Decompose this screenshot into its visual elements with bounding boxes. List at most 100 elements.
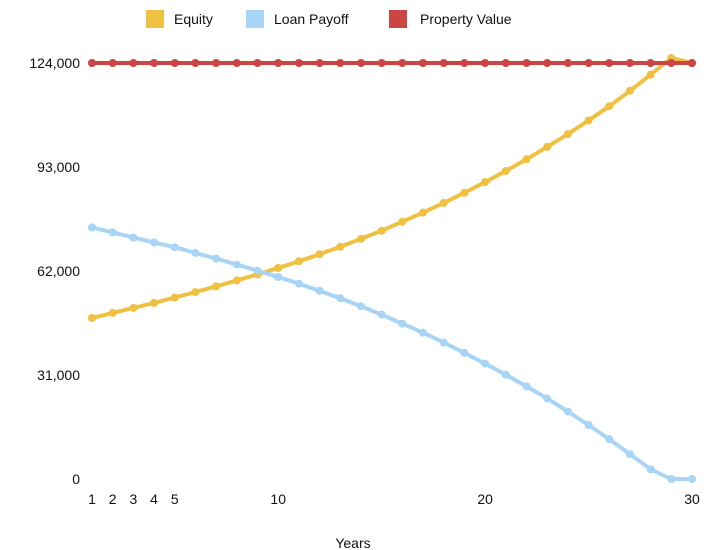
data-point-loan-payoff[interactable] — [667, 475, 676, 483]
y-axis-ticks: 0 31,000 62,000 93,000 124,000 — [29, 55, 80, 487]
data-point-property-value[interactable] — [108, 59, 117, 67]
data-point-loan-payoff[interactable] — [688, 475, 696, 483]
data-point-property-value[interactable] — [170, 59, 179, 67]
data-point-loan-payoff[interactable] — [646, 465, 655, 474]
legend-swatch-equity — [146, 10, 164, 28]
data-point-property-value[interactable] — [460, 59, 469, 67]
data-point-equity[interactable] — [212, 282, 221, 291]
y-tick-label: 93,000 — [37, 159, 80, 175]
chart-legend: Equity Loan Payoff Property Value — [146, 10, 512, 28]
data-point-loan-payoff[interactable] — [501, 370, 510, 379]
data-point-equity[interactable] — [460, 188, 469, 197]
data-point-equity[interactable] — [294, 257, 303, 266]
data-point-equity[interactable] — [377, 226, 386, 235]
data-point-loan-payoff[interactable] — [88, 223, 96, 232]
data-point-property-value[interactable] — [129, 59, 138, 67]
data-point-equity[interactable] — [398, 217, 407, 226]
data-point-equity[interactable] — [357, 234, 365, 243]
data-point-equity[interactable] — [501, 167, 510, 175]
y-tick-label: 0 — [72, 471, 80, 487]
data-point-property-value[interactable] — [377, 59, 386, 67]
data-point-loan-payoff[interactable] — [315, 286, 324, 295]
y-tick-label: 62,000 — [37, 263, 80, 279]
data-point-equity[interactable] — [605, 102, 614, 111]
data-point-property-value[interactable] — [357, 59, 365, 67]
data-point-property-value[interactable] — [688, 59, 696, 67]
data-point-loan-payoff[interactable] — [605, 435, 614, 444]
data-point-loan-payoff[interactable] — [522, 382, 531, 391]
data-point-property-value[interactable] — [294, 59, 303, 67]
data-point-loan-payoff[interactable] — [625, 450, 634, 459]
data-point-equity[interactable] — [274, 264, 283, 272]
data-point-property-value[interactable] — [646, 59, 655, 67]
data-point-loan-payoff[interactable] — [460, 348, 469, 357]
data-point-equity[interactable] — [170, 293, 179, 302]
x-tick-label: 30 — [684, 491, 700, 507]
data-point-property-value[interactable] — [274, 59, 283, 67]
data-point-property-value[interactable] — [563, 59, 572, 67]
data-point-property-value[interactable] — [315, 59, 324, 67]
data-point-equity[interactable] — [543, 142, 552, 151]
data-point-equity[interactable] — [584, 116, 593, 125]
data-point-loan-payoff[interactable] — [439, 338, 448, 347]
data-point-property-value[interactable] — [605, 59, 614, 67]
data-point-equity[interactable] — [563, 130, 572, 139]
data-point-loan-payoff[interactable] — [419, 328, 427, 337]
data-point-loan-payoff[interactable] — [543, 394, 552, 403]
data-point-loan-payoff[interactable] — [108, 228, 117, 237]
legend-label-equity: Equity — [174, 11, 213, 27]
legend-label-property-value: Property Value — [420, 11, 512, 27]
data-point-property-value[interactable] — [667, 59, 676, 67]
data-point-loan-payoff[interactable] — [191, 248, 200, 257]
data-point-equity[interactable] — [336, 242, 345, 251]
data-point-loan-payoff[interactable] — [357, 302, 365, 311]
data-point-property-value[interactable] — [336, 59, 345, 67]
data-point-property-value[interactable] — [543, 59, 552, 67]
data-point-equity[interactable] — [88, 314, 96, 322]
data-point-loan-payoff[interactable] — [398, 319, 407, 328]
data-point-property-value[interactable] — [232, 59, 241, 67]
data-point-loan-payoff[interactable] — [377, 310, 386, 319]
data-point-loan-payoff[interactable] — [212, 254, 221, 263]
data-point-equity[interactable] — [108, 308, 117, 317]
data-point-property-value[interactable] — [419, 59, 427, 67]
data-point-property-value[interactable] — [625, 59, 634, 67]
data-point-property-value[interactable] — [522, 59, 531, 67]
data-point-property-value[interactable] — [88, 59, 96, 67]
data-point-loan-payoff[interactable] — [129, 233, 138, 242]
data-point-equity[interactable] — [129, 303, 138, 312]
data-point-property-value[interactable] — [501, 59, 510, 67]
data-point-equity[interactable] — [625, 86, 634, 95]
data-point-equity[interactable] — [419, 208, 427, 217]
data-point-property-value[interactable] — [439, 59, 448, 67]
data-point-loan-payoff[interactable] — [336, 294, 345, 303]
data-point-property-value[interactable] — [150, 59, 159, 67]
data-point-equity[interactable] — [646, 70, 655, 79]
data-point-property-value[interactable] — [253, 59, 262, 67]
data-point-loan-payoff[interactable] — [294, 279, 303, 288]
data-point-property-value[interactable] — [398, 59, 407, 67]
data-point-property-value[interactable] — [191, 59, 200, 67]
data-point-loan-payoff[interactable] — [253, 266, 262, 275]
data-point-loan-payoff[interactable] — [481, 359, 490, 368]
data-point-equity[interactable] — [150, 298, 159, 307]
data-point-property-value[interactable] — [212, 59, 221, 67]
data-point-equity[interactable] — [191, 288, 200, 297]
data-point-loan-payoff[interactable] — [170, 243, 179, 252]
data-point-property-value[interactable] — [481, 59, 490, 67]
data-point-equity[interactable] — [439, 198, 448, 207]
data-point-loan-payoff[interactable] — [150, 238, 159, 247]
x-tick-label: 1 — [88, 491, 96, 507]
data-point-loan-payoff[interactable] — [274, 273, 283, 281]
data-point-equity[interactable] — [522, 155, 531, 164]
data-point-loan-payoff[interactable] — [584, 421, 593, 429]
legend-label-loan-payoff: Loan Payoff — [274, 11, 349, 27]
data-point-equity[interactable] — [315, 250, 324, 259]
data-point-property-value[interactable] — [584, 59, 593, 67]
data-point-loan-payoff[interactable] — [232, 260, 241, 269]
data-point-equity[interactable] — [232, 276, 241, 285]
series-line-equity — [90, 56, 694, 320]
data-point-equity[interactable] — [481, 178, 490, 187]
data-point-loan-payoff[interactable] — [563, 407, 572, 416]
